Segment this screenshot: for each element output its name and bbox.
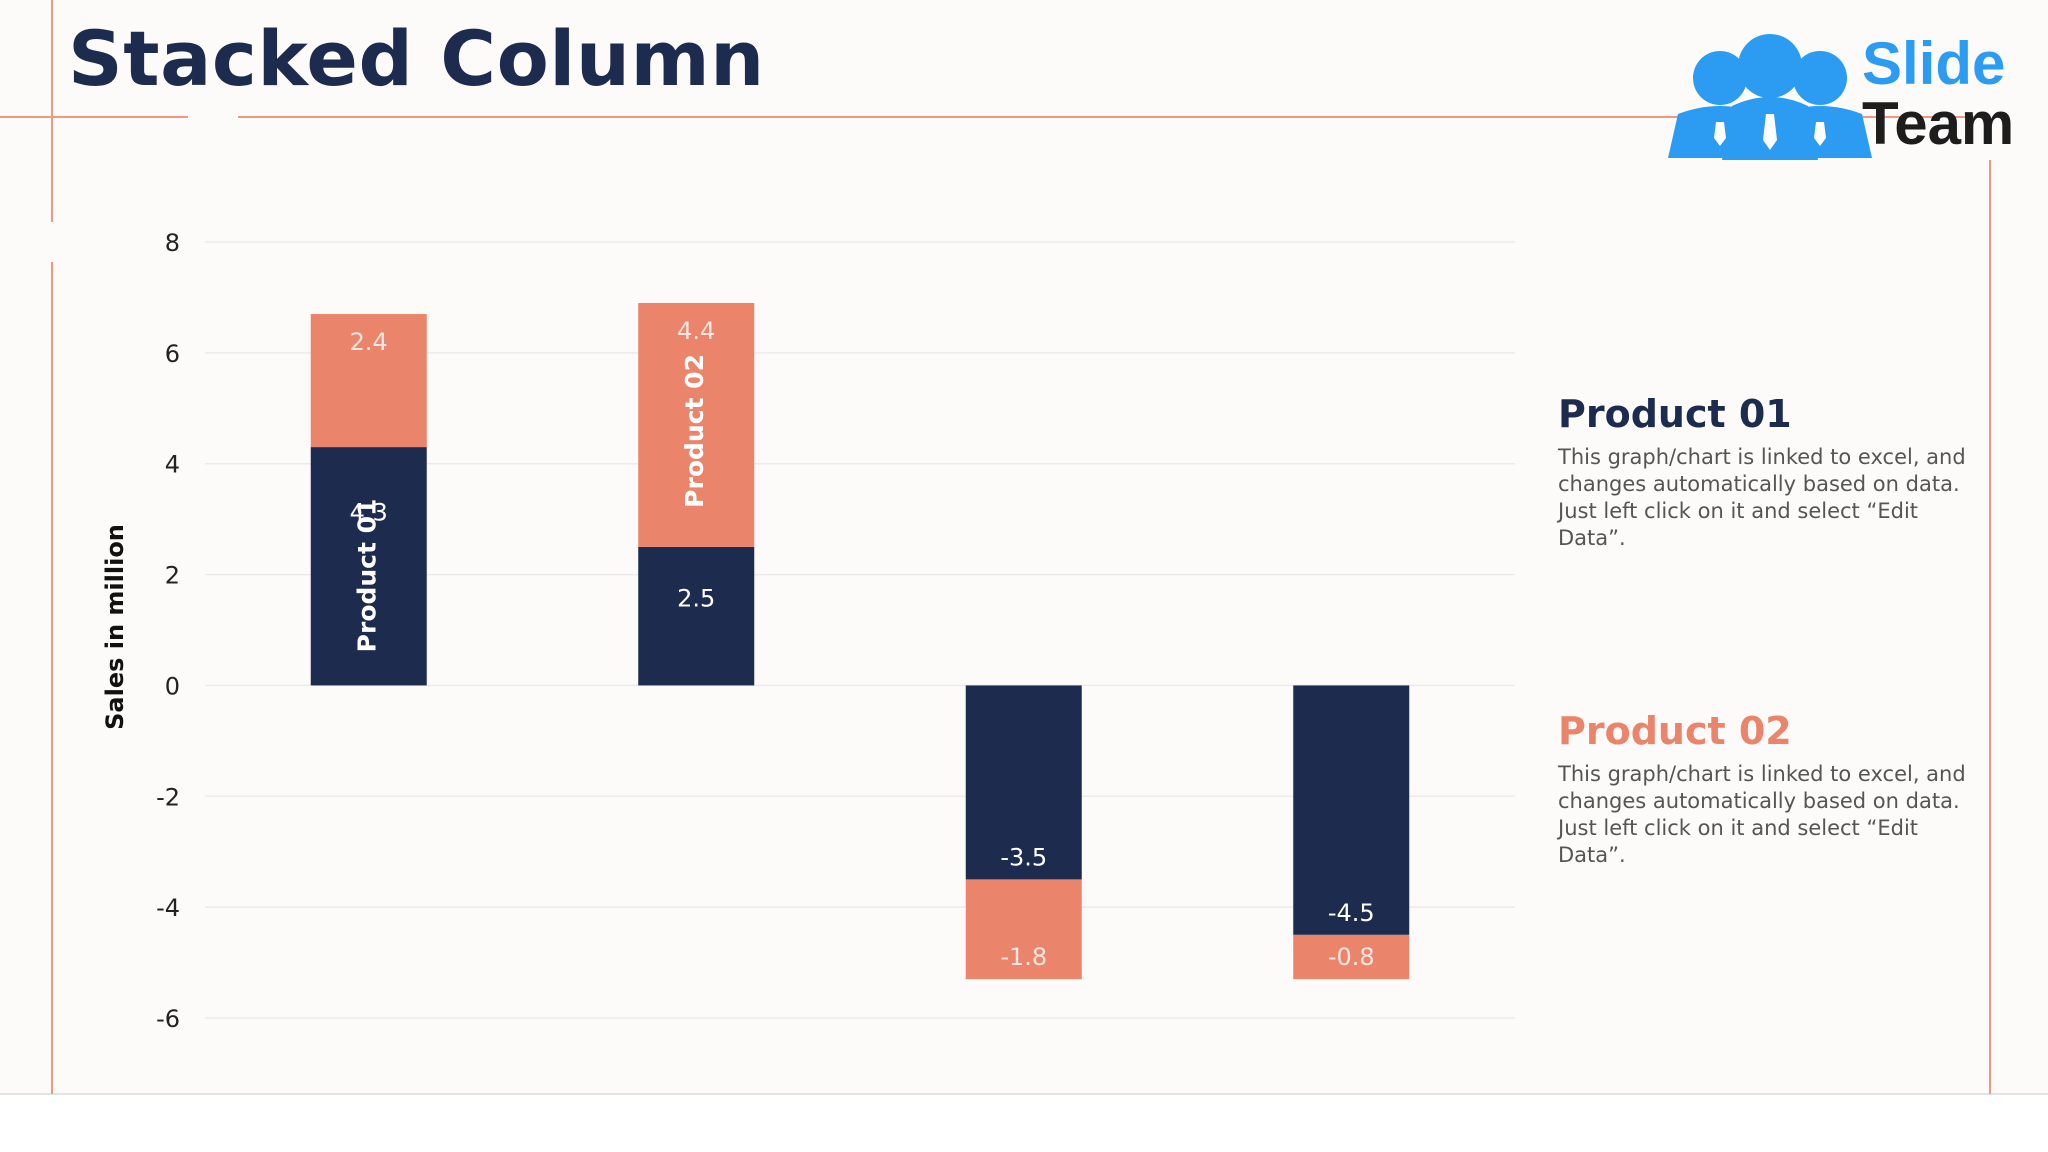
product-02-description: Product 02 This graph/chart is linked to… xyxy=(1558,709,1978,869)
y-tick-label: -4 xyxy=(156,894,180,922)
bar-segment xyxy=(965,879,1082,980)
bar-segment xyxy=(1293,685,1410,935)
slideteam-logo: Slide Team xyxy=(1668,30,2014,160)
data-label: 2.5 xyxy=(677,584,715,612)
logo-word-team: Team xyxy=(1862,90,2014,157)
bar-segment xyxy=(310,314,427,448)
product-02-text: This graph/chart is linked to excel, and… xyxy=(1558,762,1966,867)
logo-word-slide: Slide xyxy=(1862,30,2005,97)
data-label: 4.4 xyxy=(677,317,715,345)
bar-segment xyxy=(638,546,755,686)
left-accent-line-top xyxy=(51,0,53,222)
data-label: -1.8 xyxy=(1000,943,1047,971)
bar-segment xyxy=(965,685,1082,880)
y-tick-label: 2 xyxy=(165,562,180,590)
y-tick-label: -2 xyxy=(156,783,180,811)
title-underline-right xyxy=(238,116,1990,118)
data-label: -3.5 xyxy=(1000,843,1047,871)
y-tick-label: 6 xyxy=(165,340,180,368)
data-label: 2.4 xyxy=(350,328,388,356)
product-02-title: Product 02 xyxy=(1558,709,1792,753)
data-label: 4.3 xyxy=(350,498,388,526)
data-label: -0.8 xyxy=(1328,943,1375,971)
data-label: -4.5 xyxy=(1328,899,1375,927)
bar-segment xyxy=(310,447,427,686)
left-accent-line-bottom xyxy=(51,262,53,1094)
bar-segment xyxy=(638,302,755,547)
in-bar-series-label: Product 01 xyxy=(353,499,382,653)
right-accent-line xyxy=(1989,160,1991,1094)
product-01-text: This graph/chart is linked to excel, and… xyxy=(1558,445,1966,550)
in-bar-series-label: Product 02 xyxy=(680,354,709,508)
page-title: Stacked Column xyxy=(68,14,765,103)
bar-segment xyxy=(1293,934,1410,980)
y-tick-label: 4 xyxy=(165,451,180,479)
y-tick-label: 0 xyxy=(165,672,180,700)
product-01-title: Product 01 xyxy=(1558,392,1792,436)
slide-bottom-border xyxy=(0,1093,2048,1095)
y-tick-label: 8 xyxy=(165,229,180,257)
product-01-description: Product 01 This graph/chart is linked to… xyxy=(1558,392,1978,552)
y-tick-label: -6 xyxy=(156,1005,180,1033)
title-underline-left xyxy=(0,116,188,118)
